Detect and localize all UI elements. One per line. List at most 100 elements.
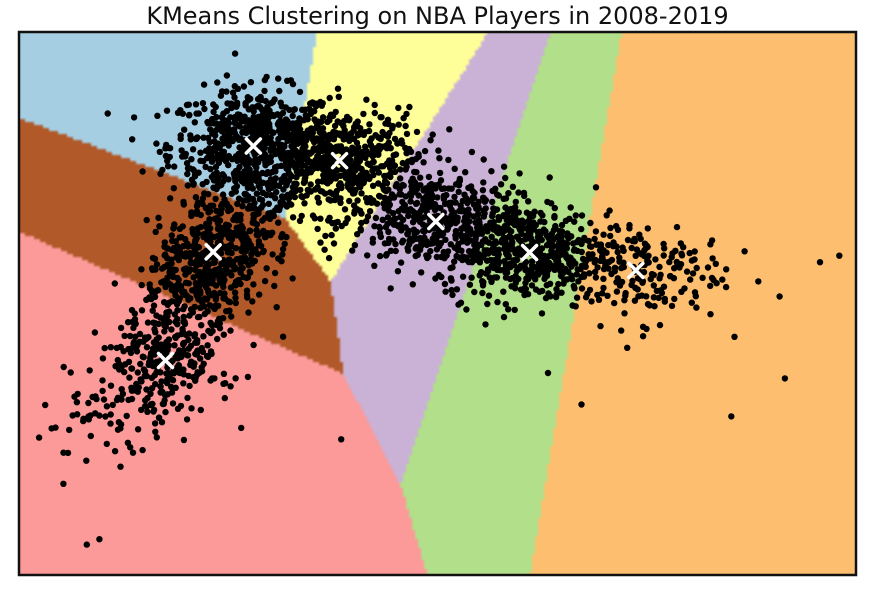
data-point	[315, 144, 323, 151]
data-point	[307, 181, 314, 188]
data-point	[228, 190, 235, 197]
data-point	[624, 236, 632, 244]
data-point	[230, 216, 237, 223]
data-point	[351, 242, 359, 249]
data-point	[309, 166, 316, 173]
data-point	[553, 286, 560, 293]
data-point	[200, 81, 208, 88]
data-point	[376, 230, 384, 237]
data-point	[238, 424, 245, 432]
data-point	[168, 246, 176, 254]
data-point	[515, 264, 523, 272]
data-point	[551, 204, 558, 212]
data-point	[67, 369, 74, 376]
data-point	[298, 212, 305, 220]
data-point	[189, 146, 197, 153]
data-point	[186, 330, 193, 337]
data-point	[241, 245, 249, 253]
data-point	[153, 434, 160, 441]
data-point	[231, 185, 238, 192]
data-point	[570, 282, 577, 290]
data-point	[360, 110, 367, 118]
data-point	[326, 117, 333, 124]
data-point	[281, 240, 288, 248]
data-point	[412, 155, 420, 163]
data-point	[222, 262, 229, 269]
data-point	[261, 214, 269, 222]
data-point	[358, 190, 365, 197]
data-point	[189, 287, 196, 294]
data-point	[573, 294, 581, 301]
data-point	[200, 134, 207, 141]
data-point	[603, 249, 610, 256]
data-point	[437, 177, 445, 184]
data-point	[321, 246, 328, 253]
data-point	[567, 254, 574, 262]
data-point	[204, 308, 211, 315]
data-point	[532, 286, 540, 293]
data-point	[168, 232, 175, 239]
data-point	[201, 105, 208, 113]
data-point	[462, 169, 469, 176]
data-point	[618, 327, 625, 334]
data-point	[289, 80, 297, 88]
data-point	[545, 253, 552, 260]
data-point	[331, 122, 339, 130]
data-point	[355, 131, 363, 138]
data-point	[597, 241, 605, 248]
data-point	[357, 183, 364, 191]
data-point	[525, 271, 532, 278]
data-point	[186, 111, 193, 119]
data-point	[353, 159, 360, 167]
data-point	[578, 212, 586, 219]
data-point	[420, 159, 427, 166]
data-point	[382, 187, 390, 195]
data-point	[555, 280, 562, 288]
data-point	[259, 248, 267, 256]
data-point	[212, 163, 220, 171]
data-point	[209, 115, 216, 123]
data-point	[69, 412, 76, 419]
data-point	[319, 178, 326, 185]
data-point	[191, 360, 198, 367]
data-point	[162, 323, 169, 330]
data-point	[161, 263, 168, 271]
data-point	[669, 250, 676, 257]
data-point	[179, 153, 186, 160]
data-point	[227, 383, 234, 390]
data-point	[456, 177, 464, 185]
data-point	[413, 228, 421, 236]
data-point	[149, 400, 156, 408]
data-point	[449, 264, 456, 271]
data-point	[719, 276, 726, 283]
data-point	[210, 108, 217, 116]
data-point	[297, 169, 304, 176]
data-point	[161, 299, 168, 306]
data-point	[284, 135, 291, 142]
data-point	[220, 148, 228, 155]
data-point	[447, 275, 455, 282]
data-point	[412, 252, 419, 260]
data-point	[200, 333, 207, 340]
data-point	[277, 130, 284, 137]
data-point	[132, 333, 139, 340]
data-point	[207, 329, 214, 337]
data-point	[237, 260, 244, 267]
data-point	[148, 295, 155, 303]
data-point	[170, 225, 177, 232]
data-point	[170, 273, 177, 280]
data-point	[83, 541, 91, 548]
data-point	[544, 369, 552, 377]
data-point	[409, 219, 417, 226]
data-point	[578, 285, 586, 292]
data-point	[600, 231, 607, 238]
data-point	[144, 319, 152, 326]
data-point	[162, 408, 169, 416]
data-point	[704, 264, 712, 271]
data-point	[365, 127, 373, 135]
data-point	[404, 244, 411, 252]
data-point	[325, 133, 333, 140]
data-point	[728, 413, 735, 420]
data-point	[455, 240, 462, 248]
data-point	[256, 291, 263, 298]
